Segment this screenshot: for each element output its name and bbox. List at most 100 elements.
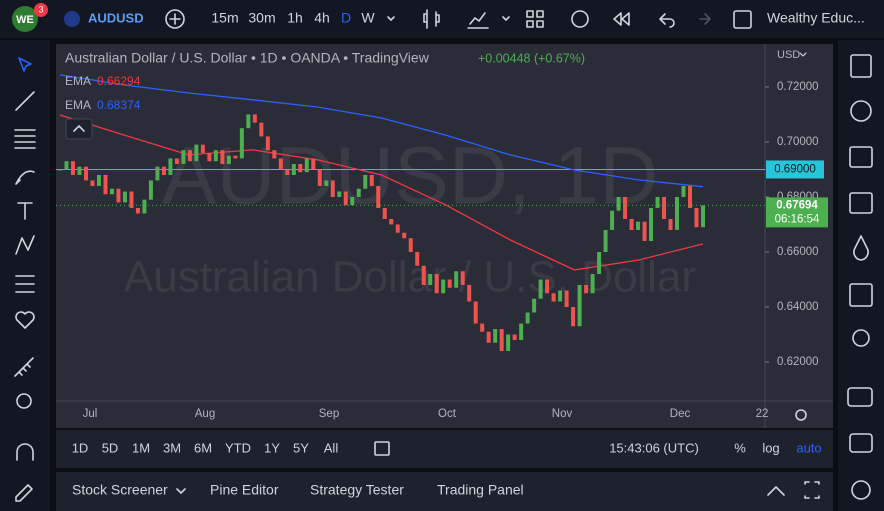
range-button[interactable]: 1D (72, 440, 89, 455)
range-button[interactable]: 5D (102, 440, 119, 455)
favorite-tool[interactable] (15, 311, 35, 329)
interval[interactable]: 30m (248, 10, 275, 26)
date-range-icon[interactable] (374, 441, 390, 456)
chevron[interactable] (387, 16, 395, 21)
range-button[interactable]: 1M (132, 440, 150, 455)
chart-type-icon[interactable] (423, 9, 440, 29)
panel-tab[interactable]: Strategy Tester (310, 482, 404, 498)
candle (532, 298, 537, 313)
interval[interactable]: 4h (314, 10, 330, 26)
brush-tool[interactable] (15, 170, 35, 185)
cursor-tool[interactable] (18, 57, 32, 72)
candle (194, 144, 199, 162)
range-button[interactable]: 5Y (293, 440, 309, 455)
candle (558, 290, 563, 302)
candle (259, 122, 264, 137)
help-icon[interactable] (851, 480, 871, 500)
range-button[interactable]: 3M (163, 440, 181, 455)
candle (480, 323, 485, 332)
pattern-tool[interactable] (15, 235, 35, 255)
symbol[interactable]: AUDUSD (88, 10, 144, 25)
replay-icon[interactable] (613, 12, 630, 26)
range-button[interactable]: 1Y (264, 440, 280, 455)
candle (181, 150, 186, 164)
panel-tab[interactable]: Pine Editor (210, 482, 279, 498)
candle (564, 290, 569, 308)
candle (642, 221, 647, 241)
candle (122, 191, 127, 203)
hotlist-icon[interactable] (853, 235, 869, 261)
line-tool[interactable] (15, 91, 35, 111)
candle (525, 312, 530, 324)
candle (584, 285, 589, 294)
candle (129, 191, 134, 208)
interval[interactable]: 15m (211, 10, 238, 26)
fullscreen-icon[interactable] (733, 10, 752, 29)
watchlist-icon[interactable] (850, 54, 872, 78)
candle (168, 158, 173, 175)
prediction-tool[interactable] (15, 275, 35, 293)
watermark: Australian Dollar / U.S. Dollar (124, 253, 696, 302)
percent-toggle[interactable]: % (734, 440, 746, 455)
add-symbol[interactable] (165, 9, 185, 29)
chevron[interactable] (502, 16, 510, 21)
avatar[interactable] (12, 6, 38, 32)
candle (603, 229, 608, 252)
panel-tab[interactable]: Stock Screener (72, 482, 168, 498)
ideas-icon[interactable] (852, 329, 870, 347)
candle (590, 273, 595, 294)
candle (265, 136, 270, 151)
candle (58, 169, 62, 171)
interval[interactable]: D (341, 10, 351, 26)
layout-icon[interactable] (526, 10, 544, 28)
measure-tool[interactable] (14, 357, 34, 377)
text-tool[interactable] (17, 202, 33, 220)
settings-icon[interactable] (795, 409, 807, 421)
zoom-tool[interactable] (16, 393, 32, 409)
range-button[interactable]: 6M (194, 440, 212, 455)
candle (70, 161, 75, 175)
calendar-icon[interactable] (849, 283, 873, 307)
fullscreen-panel[interactable] (804, 481, 820, 499)
candle (103, 174, 108, 195)
candle (681, 185, 686, 197)
candle (285, 169, 290, 175)
badge (34, 3, 48, 17)
candle (148, 180, 153, 200)
range-button[interactable]: YTD (225, 440, 251, 455)
lock-tool[interactable] (15, 484, 33, 502)
magnet-tool[interactable] (16, 443, 34, 461)
account-name[interactable]: Wealthy Educ... (767, 10, 865, 26)
chevron-up (73, 125, 85, 132)
chats-icon[interactable] (847, 387, 873, 407)
candle (610, 210, 615, 230)
messages-icon[interactable] (849, 433, 873, 453)
auto-toggle[interactable]: auto (796, 440, 821, 455)
candle (616, 196, 621, 211)
candle (701, 205, 705, 228)
candle (434, 273, 439, 294)
panel-tab[interactable]: Trading Panel (437, 482, 524, 498)
log-toggle[interactable]: log (762, 440, 779, 455)
candle (109, 188, 114, 195)
indicators-icon[interactable] (467, 12, 489, 29)
candle (83, 166, 88, 181)
range-button[interactable]: All (324, 440, 339, 455)
interval[interactable]: W (361, 10, 375, 26)
fib-tool[interactable] (14, 129, 36, 149)
x-tick-label: Dec (670, 408, 691, 420)
alert-icon[interactable] (571, 10, 589, 28)
data-window-icon[interactable] (849, 192, 873, 214)
interval[interactable]: 1h (287, 10, 303, 26)
news-icon[interactable] (849, 146, 873, 168)
alerts-icon[interactable] (850, 100, 872, 122)
chevron[interactable] (176, 488, 186, 494)
candle (629, 218, 634, 230)
currency[interactable]: USD (777, 49, 800, 61)
collapse-legend[interactable] (65, 118, 93, 140)
candle (278, 158, 283, 170)
maximize-panel[interactable] (767, 486, 785, 496)
candle (252, 114, 257, 123)
undo-icon[interactable] (659, 13, 675, 28)
